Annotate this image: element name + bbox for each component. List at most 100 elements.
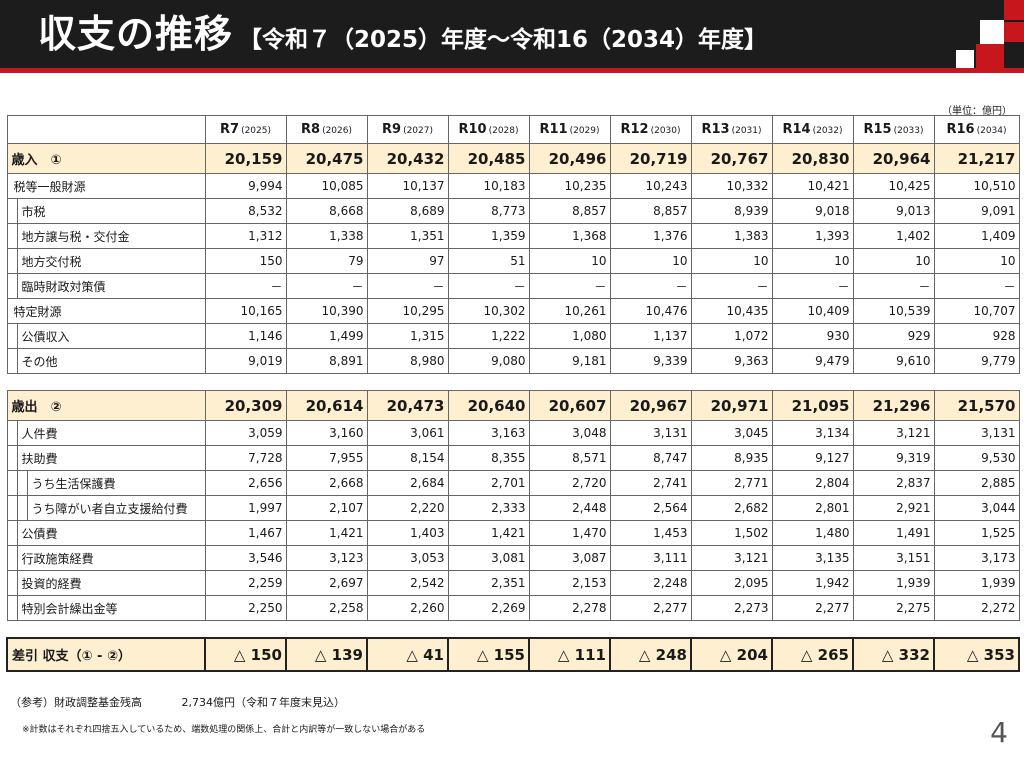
year-header-cell: R12 (2030) — [609, 115, 692, 144]
value-cell: 21,217 — [933, 143, 1020, 174]
page-subtitle: 【令和７（2025）年度～令和16（2034）年度】 — [239, 27, 768, 53]
value-cell: 1,402 — [852, 223, 935, 249]
value-cell: － — [852, 273, 935, 299]
value-cell: △ 155 — [447, 637, 530, 672]
row-label-wrap: 地方譲与税・交付金 — [8, 224, 204, 248]
value-cell: 9,181 — [528, 348, 611, 374]
value-cell: 3,135 — [771, 545, 854, 571]
indent-guide — [8, 421, 18, 445]
value-cell: 10,421 — [771, 173, 854, 199]
value-cell: 2,269 — [447, 595, 530, 621]
value-cell: 2,275 — [852, 595, 935, 621]
page-title: 収支の推移 — [38, 12, 234, 56]
row-label: うち生活保護費 — [31, 476, 116, 491]
year-header-cell: R9 (2027) — [366, 115, 449, 144]
value-cell: △ 248 — [609, 637, 692, 672]
value-cell: △ 265 — [771, 637, 854, 672]
value-cell: 1,997 — [204, 495, 287, 521]
row-label-wrap: 特別会計繰出金等 — [8, 596, 204, 620]
value-cell: 20,496 — [528, 143, 611, 174]
row-label-cell: 投資的経費 — [6, 570, 206, 596]
value-cell: 10,332 — [690, 173, 773, 199]
value-cell: 1,376 — [609, 223, 692, 249]
value-cell: 1,939 — [852, 570, 935, 596]
value-cell: 2,684 — [366, 470, 449, 496]
year-header-cell: R10 (2028) — [447, 115, 530, 144]
value-cell: 2,273 — [690, 595, 773, 621]
value-cell: 10,302 — [447, 298, 530, 324]
year-western: (2032) — [812, 126, 843, 136]
value-cell: 8,689 — [366, 198, 449, 224]
value-cell: 10,435 — [690, 298, 773, 324]
value-cell: 21,570 — [933, 390, 1020, 421]
table-row: 地方交付税 150 79 97 51 10 10 10 10 10 10 — [6, 248, 1020, 274]
year-western: (2031) — [731, 126, 762, 136]
indent-guide — [8, 471, 18, 495]
value-cell: 2,771 — [690, 470, 773, 496]
value-cell: 9,018 — [771, 198, 854, 224]
value-cell: 10,165 — [204, 298, 287, 324]
row-label-cell: うち生活保護費 — [6, 470, 206, 496]
value-cell: 3,061 — [366, 420, 449, 446]
value-cell: 1,409 — [933, 223, 1020, 249]
reserve-fund-note: （参考）財政調整基金残高 2,734億円（令和７年度末見込） — [10, 694, 345, 710]
table-spacer — [7, 373, 1019, 391]
value-cell: 1,421 — [447, 520, 530, 546]
table-row: うち障がい者自立支援給付費 1,997 2,107 2,220 2,333 2,448 2,… — [6, 495, 1020, 521]
value-cell: 2,656 — [204, 470, 287, 496]
year-header-cell: R14 (2032) — [771, 115, 854, 144]
row-label: 地方交付税 — [21, 254, 82, 269]
finance-table: R7 (2025) R8 (2026) R9 (2027) R10 (2028) R11 (202… — [6, 115, 1020, 672]
year-label: R8 — [301, 122, 321, 137]
value-cell: 20,964 — [852, 143, 935, 174]
unit-label: （単位：億円） — [942, 106, 1012, 117]
value-cell: 2,921 — [852, 495, 935, 521]
row-label-wrap: 市税 — [8, 199, 204, 223]
value-cell: 51 — [447, 248, 530, 274]
value-cell: 2,258 — [285, 595, 368, 621]
slide-title: 収支の推移 【令和７（2025）年度～令和16（2034）年度】 — [38, 6, 767, 66]
value-cell: 3,131 — [609, 420, 692, 446]
row-label: 税等一般財源 — [13, 179, 86, 194]
table-row: 投資的経費 2,259 2,697 2,542 2,351 2,153 2,248 2,095… — [6, 570, 1020, 596]
value-cell: 9,363 — [690, 348, 773, 374]
value-cell: 9,013 — [852, 198, 935, 224]
row-label-cell: 臨時財政対策債 — [6, 273, 206, 299]
value-cell: 2,741 — [609, 470, 692, 496]
value-cell: 8,747 — [609, 445, 692, 471]
row-label: 歳出 ② — [6, 390, 206, 421]
value-cell: 10,295 — [366, 298, 449, 324]
year-header-cell: R11 (2029) — [528, 115, 611, 144]
value-cell: 2,542 — [366, 570, 449, 596]
value-cell: － — [933, 273, 1020, 299]
row-label-wrap: 地方交付税 — [8, 249, 204, 273]
row-label-cell: 人件費 — [6, 420, 206, 446]
value-cell: 8,355 — [447, 445, 530, 471]
value-cell: 2,272 — [933, 595, 1020, 621]
value-cell: 8,891 — [285, 348, 368, 374]
value-cell: 10,261 — [528, 298, 611, 324]
year-western: (2028) — [488, 126, 519, 136]
indent-guide — [8, 446, 18, 470]
value-cell: 1,453 — [609, 520, 692, 546]
value-cell: 20,159 — [204, 143, 287, 174]
reserve-fund-label: （参考）財政調整基金残高 — [10, 696, 142, 709]
value-cell: 2,095 — [690, 570, 773, 596]
value-cell: 3,151 — [852, 545, 935, 571]
row-label: 臨時財政対策債 — [21, 279, 106, 294]
row-label: 市税 — [21, 204, 46, 219]
row-label-wrap: 公債収入 — [8, 324, 204, 348]
row-label-wrap: 公債費 — [8, 521, 204, 545]
row-label: 歳入 ① — [6, 143, 206, 174]
value-cell: 929 — [852, 323, 935, 349]
value-cell: 10,183 — [447, 173, 530, 199]
row-label: 特定財源 — [13, 304, 62, 319]
value-cell: － — [447, 273, 530, 299]
value-cell: 21,095 — [771, 390, 854, 421]
value-cell: 1,470 — [528, 520, 611, 546]
value-cell: 2,564 — [609, 495, 692, 521]
year-label: R10 — [458, 122, 487, 137]
value-cell: 8,773 — [447, 198, 530, 224]
value-cell: 9,091 — [933, 198, 1020, 224]
value-cell: 1,403 — [366, 520, 449, 546]
